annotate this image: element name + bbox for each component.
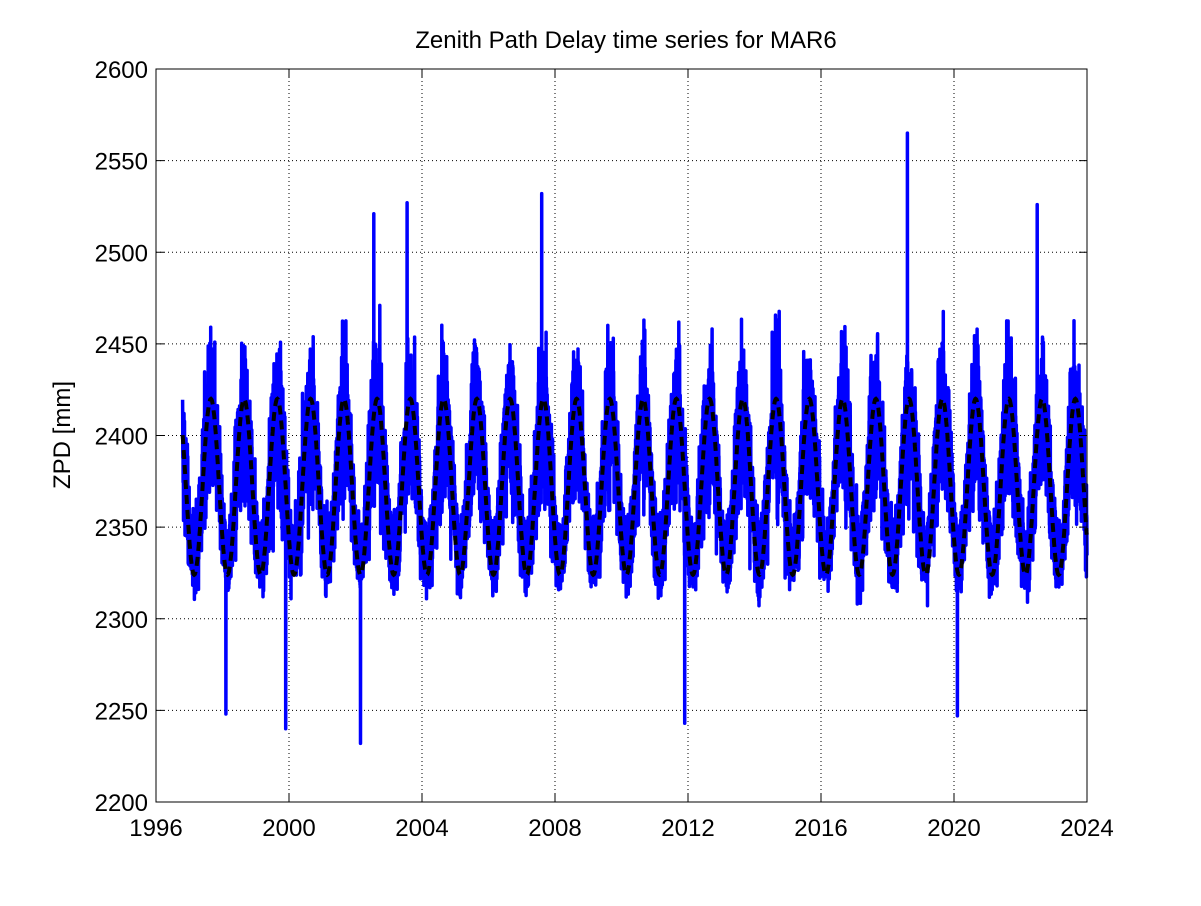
x-tick-label: 2008 <box>528 815 581 842</box>
y-tick-label: 2200 <box>95 790 148 817</box>
series-model-line <box>180 396 1089 578</box>
y-tick-label: 2550 <box>95 149 148 176</box>
y-tick-label: 2500 <box>95 240 148 267</box>
y-axis-label: ZPD [mm] <box>49 381 76 489</box>
series-observed-line <box>180 131 1089 746</box>
data-layer <box>180 131 1089 746</box>
y-tick-label: 2450 <box>95 332 148 359</box>
x-tick-label: 2020 <box>927 815 980 842</box>
x-tick-label: 2012 <box>661 815 714 842</box>
x-tick-label: 2000 <box>262 815 315 842</box>
y-tick-label: 2600 <box>95 57 148 84</box>
y-tick-label: 2400 <box>95 424 148 451</box>
axis-ticks: 1996 2000 2004 2008 2012 2016 2020 2024 2200 2250… <box>95 57 1114 842</box>
chart-title: Zenith Path Delay time series for MAR6 <box>415 27 837 54</box>
x-tick-label: 1996 <box>129 815 182 842</box>
x-tick-label: 2016 <box>794 815 847 842</box>
y-tick-label: 2250 <box>95 698 148 725</box>
y-tick-label: 2350 <box>95 515 148 542</box>
x-tick-label: 2004 <box>395 815 448 842</box>
x-tick-label: 2024 <box>1060 815 1113 842</box>
y-tick-label: 2300 <box>95 607 148 634</box>
